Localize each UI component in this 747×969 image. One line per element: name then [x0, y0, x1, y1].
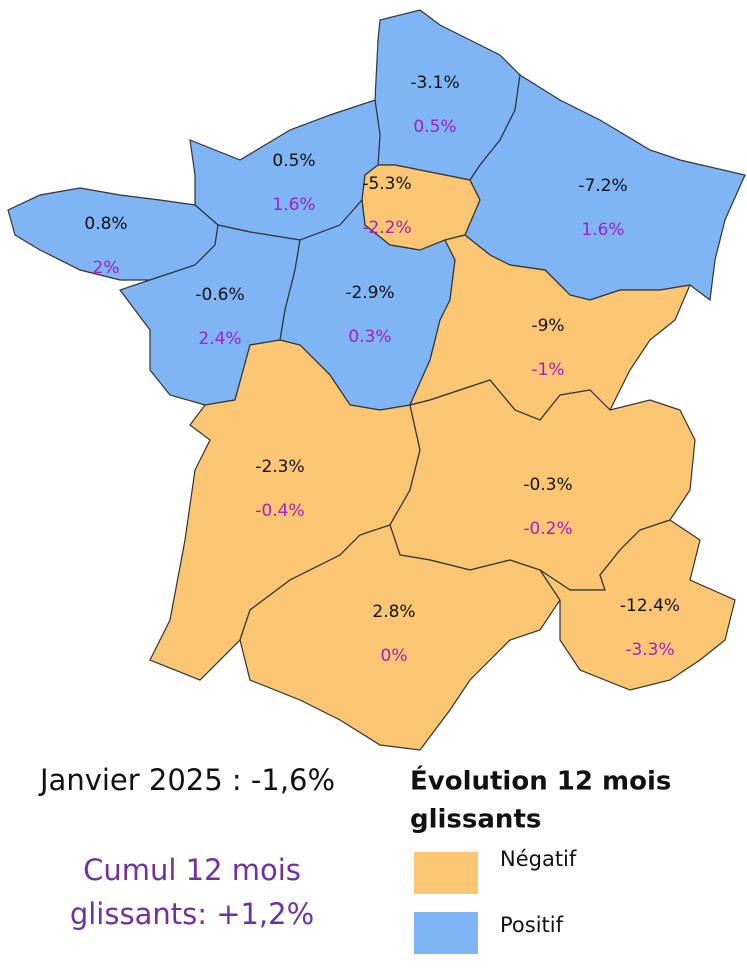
month-change-label: 2.8%	[372, 602, 415, 622]
legend-label: Négatif	[500, 847, 577, 871]
month-change-label: -9%	[531, 316, 564, 336]
month-change-label: -5.3%	[362, 174, 411, 194]
month-change-label: -0.3%	[523, 475, 572, 495]
legend-title: Évolution 12 mois	[410, 765, 671, 797]
cumul-change-label: -3.3%	[625, 640, 674, 660]
cumul-summary: Cumul 12 mois	[83, 853, 301, 887]
cumul-change-label: 2.4%	[198, 329, 241, 349]
region	[539, 519, 736, 691]
legend-swatch	[414, 852, 478, 894]
cumul-change-label: -1%	[531, 360, 564, 380]
month-change-label: -12.4%	[620, 596, 680, 616]
map	[7, 9, 746, 751]
cumul-change-label: 2%	[93, 258, 120, 278]
cumul-change-label: -0.4%	[255, 501, 304, 521]
month-change-label: -0.6%	[195, 285, 244, 305]
legend-swatch	[414, 912, 478, 954]
month-change-label: 0.8%	[84, 214, 127, 234]
legend-title: glissants	[410, 805, 541, 835]
month-summary: Janvier 2025 : -1,6%	[38, 763, 335, 797]
legend-label: Positif	[500, 913, 564, 937]
cumul-change-label: -0.2%	[523, 519, 572, 539]
cumul-change-label: 0.3%	[348, 327, 391, 347]
cumul-summary: glissants: +1,2%	[70, 897, 314, 931]
cumul-change-label: 0%	[381, 646, 408, 666]
month-change-label: -2.9%	[345, 283, 394, 303]
month-change-label: -7.2%	[578, 176, 627, 196]
cumul-change-label: 1.6%	[581, 220, 624, 240]
region	[239, 524, 561, 751]
month-change-label: -2.3%	[255, 457, 304, 477]
cumul-change-label: 0.5%	[413, 117, 456, 137]
month-change-label: -3.1%	[410, 73, 459, 93]
map-labels: -3.1% 0.5% 0.5% 1.6% -5.3% -2.2% -7.2% 1.6% 0.8%…	[84, 73, 680, 666]
month-change-label: 0.5%	[272, 151, 315, 171]
legend: Négatif Positif	[414, 847, 577, 954]
cumul-change-label: -2.2%	[362, 218, 411, 238]
cumul-change-label: 1.6%	[272, 195, 315, 215]
